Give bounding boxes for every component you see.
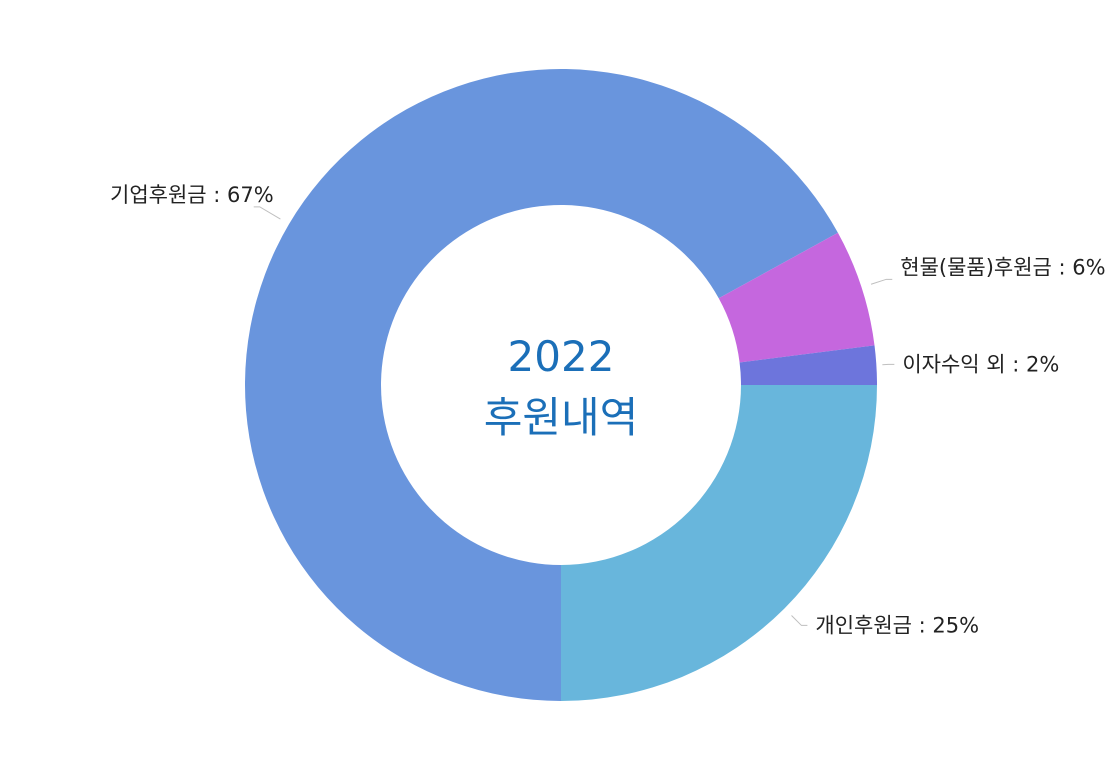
center-title-label: 후원내역 xyxy=(484,393,639,442)
slice-leader-line xyxy=(253,206,281,220)
slice-label: 기업후원금 : 67% xyxy=(110,183,274,207)
donut-slice xyxy=(245,69,838,702)
slice-label: 개인후원금 : 25% xyxy=(815,613,979,637)
center-title-year: 2022 xyxy=(508,332,615,381)
slice-label: 현물(물품)후원금 : 6% xyxy=(900,255,1105,279)
donut-slice xyxy=(561,385,877,701)
slice-label: 이자수익 외 : 2% xyxy=(902,352,1059,376)
donut-slice xyxy=(718,232,875,363)
slice-leader-line xyxy=(791,615,808,626)
donut-slice xyxy=(739,345,877,385)
slice-leader-line xyxy=(870,278,893,285)
